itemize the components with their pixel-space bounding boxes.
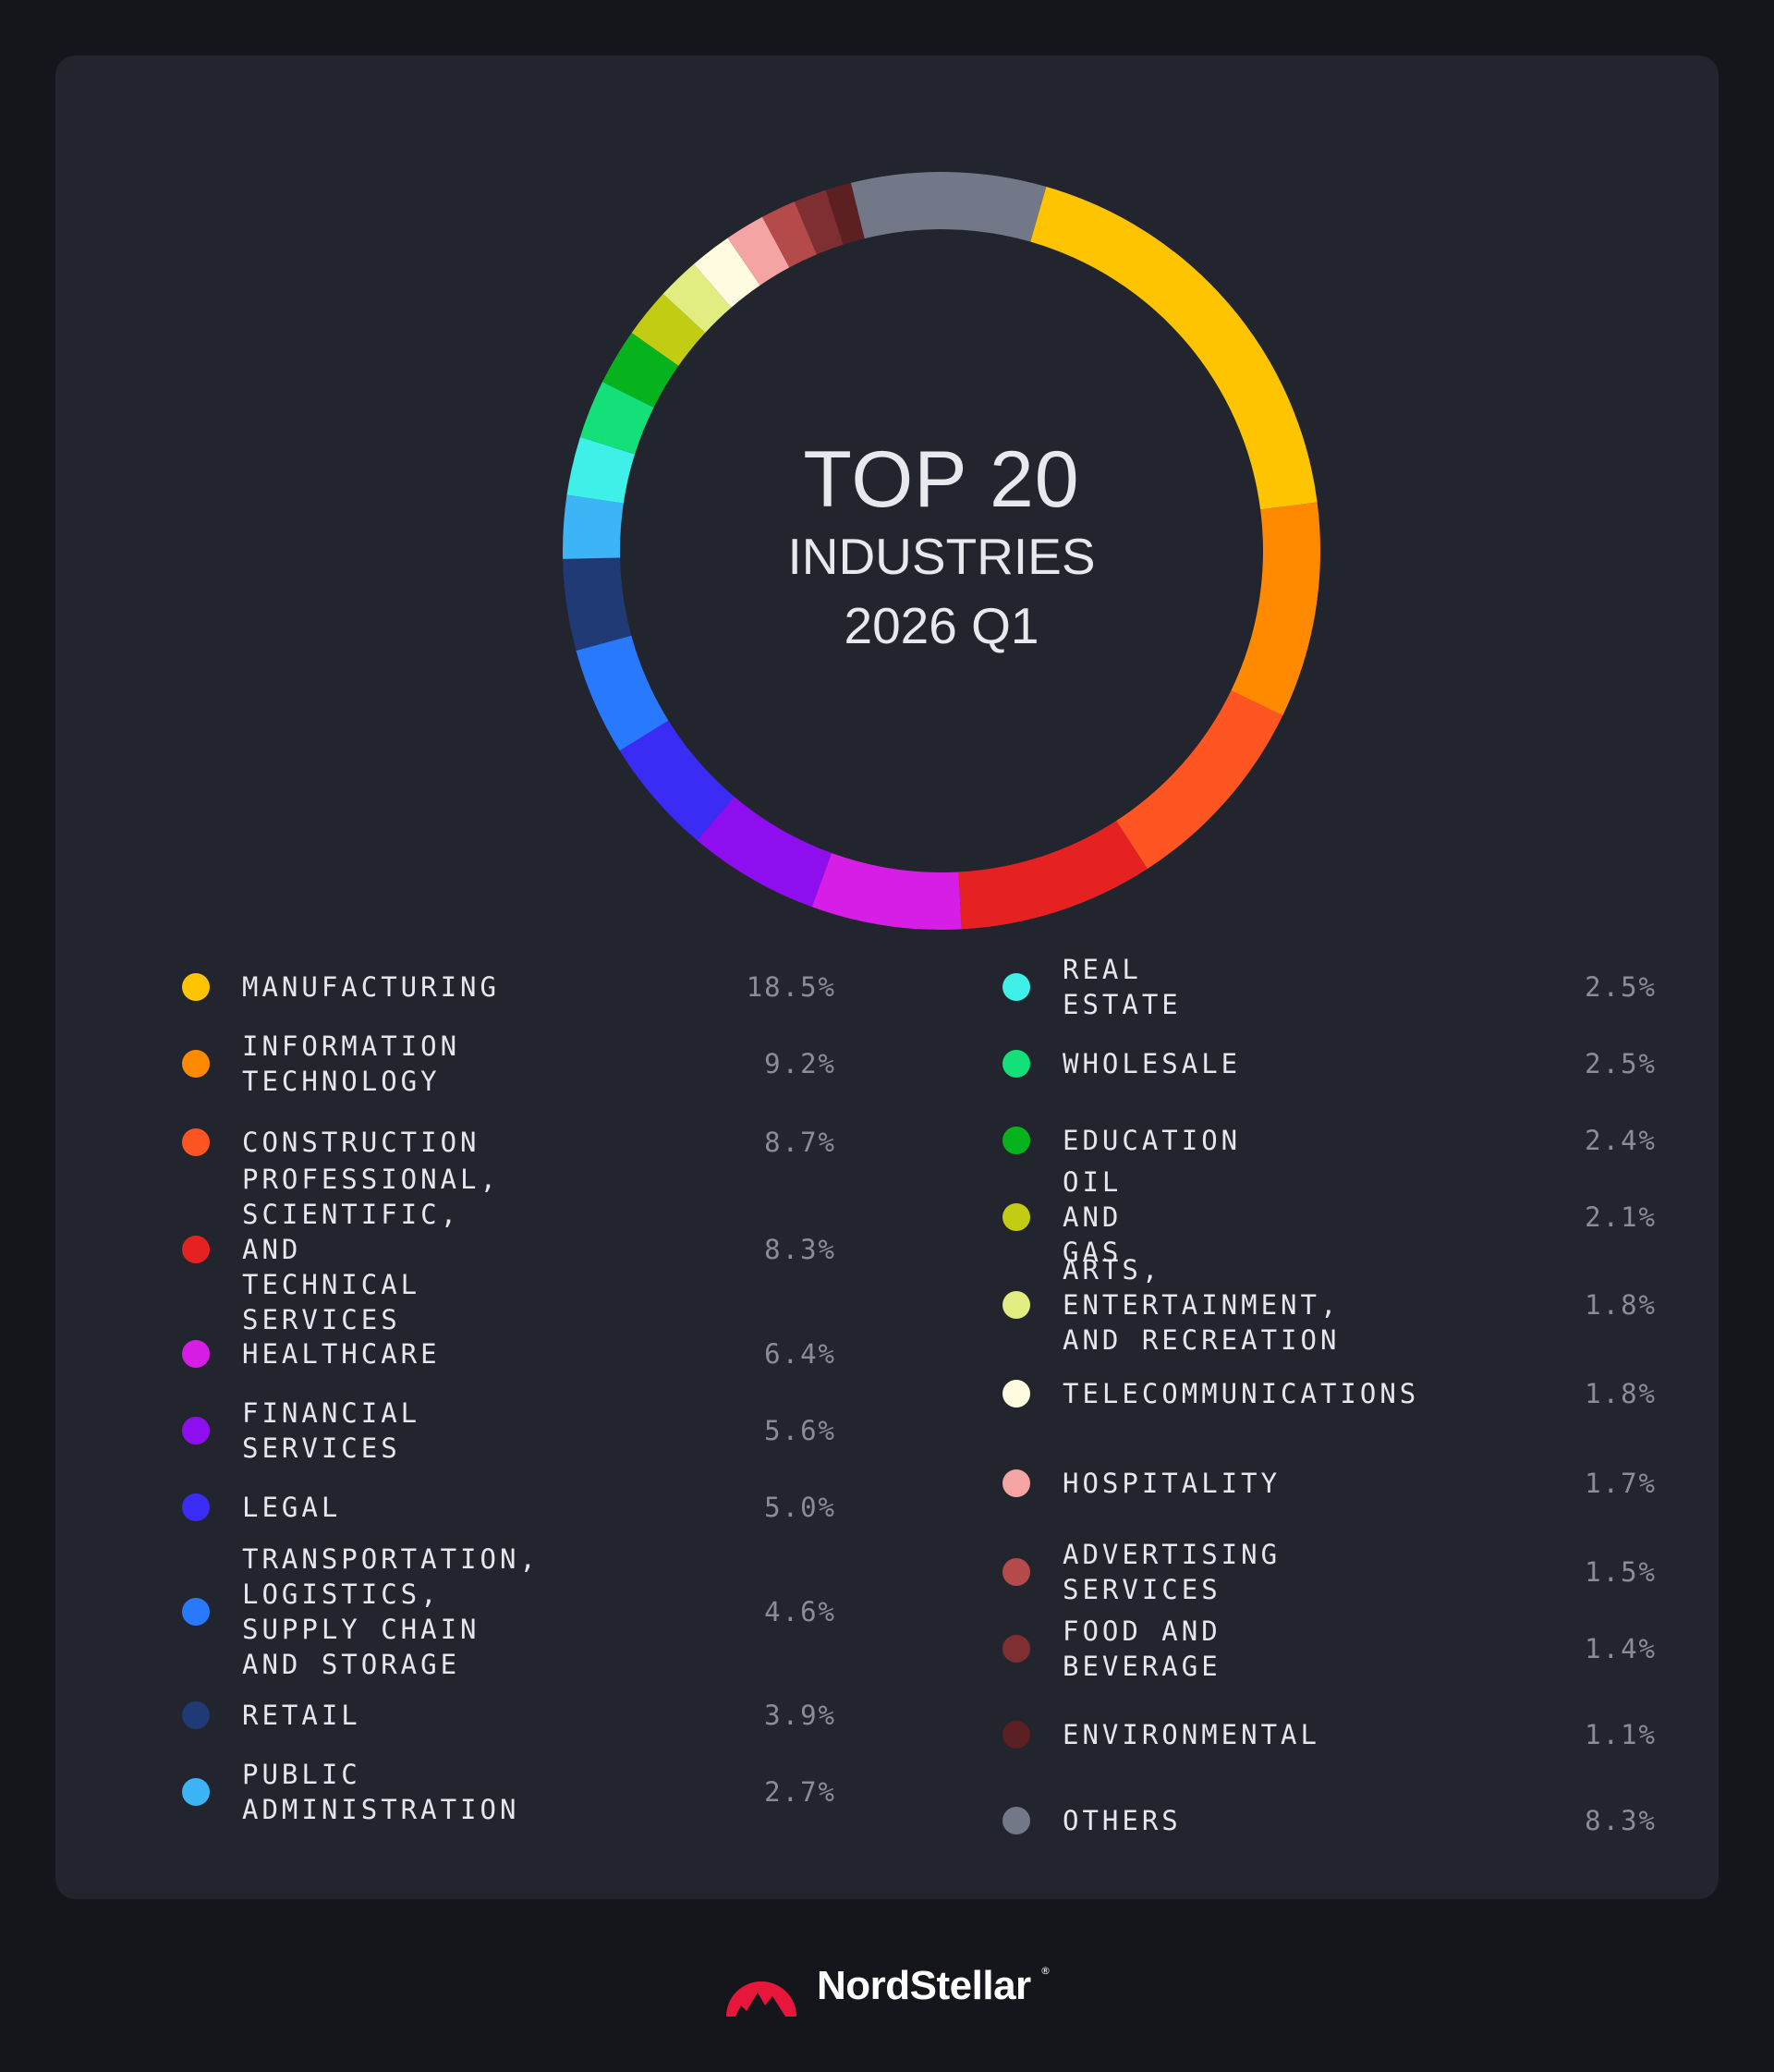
legend-value: 1.5% — [1585, 1556, 1657, 1588]
donut-slice-6 — [697, 796, 832, 908]
legend-swatch — [182, 1340, 210, 1368]
legend-label: ADVERTISING SERVICES — [1063, 1539, 1282, 1605]
legend-swatch — [1002, 1635, 1030, 1663]
legend-swatch — [182, 1417, 210, 1444]
donut-slice-10 — [563, 494, 624, 559]
donut-slice-7 — [619, 720, 735, 841]
legend-label: LEGAL — [242, 1492, 342, 1523]
donut-slice-2 — [1231, 502, 1320, 716]
donut-slice-3 — [1116, 690, 1283, 870]
legend-label: OIL AND GAS — [1063, 1166, 1123, 1268]
legend-value: 2.4% — [1585, 1125, 1657, 1156]
legend-value: 9.2% — [764, 1048, 836, 1079]
donut-slice-12 — [579, 382, 654, 455]
donut-slice-14 — [631, 294, 706, 366]
legend-label: WHOLESALE — [1063, 1048, 1242, 1079]
legend-swatch — [182, 1598, 210, 1626]
legend-label: EDUCATION — [1063, 1125, 1242, 1156]
legend-value: 1.1% — [1585, 1719, 1657, 1750]
legend-swatch — [1002, 973, 1030, 1001]
donut-slice-11 — [566, 436, 636, 504]
legend-value: 1.8% — [1585, 1378, 1657, 1409]
legend-swatch — [182, 973, 210, 1001]
legend-value: 2.1% — [1585, 1201, 1657, 1233]
legend-value: 5.6% — [764, 1415, 836, 1446]
legend-value: 8.3% — [1585, 1805, 1657, 1836]
legend-label: INFORMATION TECHNOLOGY — [242, 1030, 461, 1097]
brand-name: NordStellar — [817, 1963, 1031, 2008]
legend-swatch — [1002, 1291, 1030, 1319]
legend-label: PUBLIC ADMINISTRATION — [242, 1759, 520, 1825]
legend-value: 2.5% — [1585, 971, 1657, 1003]
legend-label: TELECOMMUNICATIONS — [1063, 1378, 1420, 1409]
brand-logo: NordStellar ® — [721, 1952, 1072, 2026]
donut-slice-20 — [825, 182, 865, 245]
legend-value: 1.8% — [1585, 1289, 1657, 1321]
legend-value: 3.9% — [764, 1700, 836, 1731]
donut-slice-16 — [693, 238, 760, 308]
legend-label: OTHERS — [1063, 1805, 1182, 1836]
legend-swatch — [1002, 1050, 1030, 1078]
legend-swatch — [1002, 1127, 1030, 1154]
legend-label: HEALTHCARE — [242, 1338, 441, 1370]
donut-slice-19 — [794, 189, 844, 255]
legend-swatch — [182, 1236, 210, 1263]
donut-slice-5 — [811, 853, 962, 930]
legend-label: HOSPITALITY — [1063, 1468, 1282, 1499]
legend-label: REAL ESTATE — [1063, 954, 1182, 1020]
legend-label: FOOD AND BEVERAGE — [1063, 1615, 1221, 1682]
legend-swatch — [1002, 1721, 1030, 1749]
nordstellar-mountain-icon — [726, 1981, 796, 2017]
legend-value: 1.7% — [1585, 1468, 1657, 1499]
legend-value: 2.7% — [764, 1776, 836, 1808]
legend-label: RETAIL — [242, 1700, 361, 1731]
donut-slice-17 — [727, 216, 790, 286]
donut-slice-8 — [576, 635, 669, 751]
legend-swatch — [1002, 1807, 1030, 1834]
legend-label: FINANCIAL SERVICES — [242, 1397, 421, 1464]
legend-label: ENVIRONMENTAL — [1063, 1719, 1320, 1750]
legend-value: 4.6% — [764, 1596, 836, 1627]
legend-value: 2.5% — [1585, 1048, 1657, 1079]
donut-slice-4 — [958, 821, 1148, 930]
legend-swatch — [1002, 1203, 1030, 1231]
legend-swatch — [1002, 1380, 1030, 1408]
registered-mark: ® — [1040, 1965, 1051, 1977]
legend-swatch — [1002, 1469, 1030, 1497]
legend-value: 1.4% — [1585, 1633, 1657, 1664]
legend-label: MANUFACTURING — [242, 971, 500, 1003]
legend-label: TRANSPORTATION, LOGISTICS, SUPPLY CHAIN … — [242, 1543, 540, 1680]
legend-label: CONSTRUCTION — [242, 1127, 480, 1158]
donut-slice-21 — [850, 172, 1047, 242]
legend-swatch — [182, 1778, 210, 1806]
legend-value: 18.5% — [746, 971, 836, 1003]
legend-swatch — [1002, 1558, 1030, 1586]
donut-slice-18 — [762, 201, 817, 268]
legend-swatch — [182, 1493, 210, 1521]
legend-swatch — [182, 1050, 210, 1078]
legend-swatch — [182, 1128, 210, 1156]
legend-label: PROFESSIONAL, SCIENTIFIC, AND TECHNICAL … — [242, 1164, 500, 1335]
infographic-card: TOP 20 INDUSTRIES 2026 Q1 MANUFACTURING 1… — [55, 55, 1719, 1899]
legend-value: 5.0% — [764, 1492, 836, 1523]
donut-slice-13 — [602, 333, 679, 408]
donut-slice-15 — [662, 263, 732, 334]
legend-label: ARTS, ENTERTAINMENT, AND RECREATION — [1063, 1254, 1341, 1356]
donut-chart — [563, 172, 1320, 930]
donut-slice-1 — [1030, 186, 1318, 510]
legend-value: 8.3% — [764, 1234, 836, 1265]
donut-slice-9 — [563, 557, 632, 652]
legend-swatch — [182, 1701, 210, 1729]
legend-value: 8.7% — [764, 1127, 836, 1158]
legend-value: 6.4% — [764, 1338, 836, 1370]
